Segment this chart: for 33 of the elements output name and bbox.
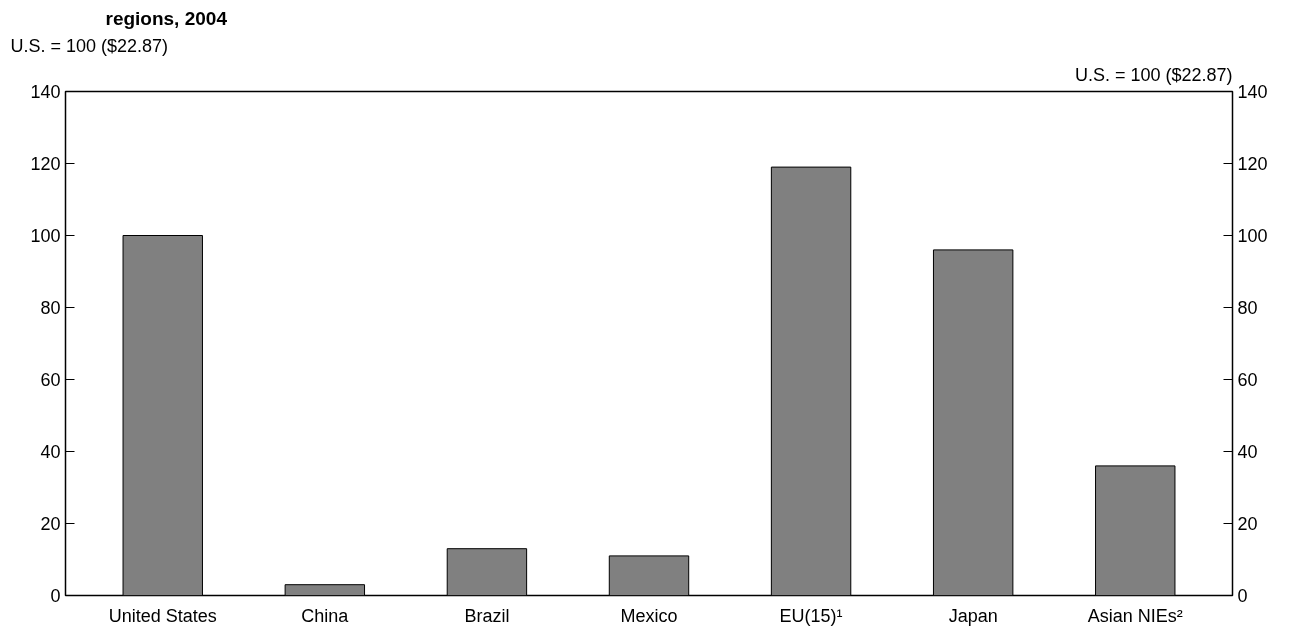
y-tick-label: 40	[40, 442, 61, 462]
bar	[284, 584, 366, 596]
y-tick-label: 20	[40, 514, 61, 534]
y2-tick-label: 120	[1237, 154, 1268, 174]
y2-tick-label: 80	[1237, 298, 1258, 318]
y2-tick-label: 100	[1237, 226, 1268, 246]
bar	[770, 166, 852, 596]
bar	[122, 235, 203, 596]
y2-tick-label: 20	[1237, 514, 1258, 534]
x-tick-label: EU(15)¹	[779, 605, 843, 626]
chart-title: regions, 2004	[105, 7, 228, 29]
x-tick-label: Mexico	[620, 605, 678, 626]
y2-tick-label: 60	[1237, 370, 1258, 390]
y-axis-title: U.S. = 100 ($22.87)	[10, 35, 169, 56]
y-tick-label: 0	[50, 586, 61, 606]
y-tick-label: 60	[40, 370, 61, 390]
x-tick-label: Japan	[948, 605, 998, 626]
y2-tick-label: 40	[1237, 442, 1258, 462]
y-tick-label: 80	[40, 298, 61, 318]
y-tick-label: 140	[30, 82, 61, 102]
y-tick-label: 120	[30, 154, 61, 174]
bar	[608, 555, 690, 596]
bar	[1095, 465, 1176, 596]
x-tick-label: United States	[108, 605, 217, 626]
y-tick-label: 100	[30, 226, 61, 246]
y2-tick-label: 140	[1237, 82, 1268, 102]
y2-tick-label: 0	[1237, 586, 1248, 606]
bar	[446, 548, 528, 596]
x-tick-label: China	[301, 605, 350, 626]
bar	[932, 249, 1014, 596]
x-tick-label: Brazil	[464, 605, 510, 626]
x-tick-label: Asian NIEs²	[1087, 605, 1183, 626]
y2-axis-title: U.S. = 100 ($22.87)	[1074, 64, 1233, 85]
